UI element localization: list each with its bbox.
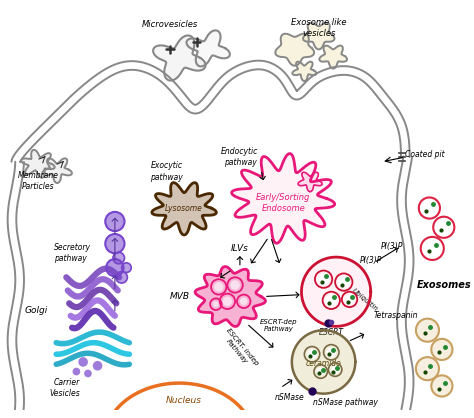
Text: Exocytic
pathway: Exocytic pathway — [150, 161, 183, 181]
Text: ESCRT- indep
Pathway: ESCRT- indep Pathway — [220, 327, 260, 372]
Polygon shape — [292, 330, 356, 394]
Circle shape — [116, 272, 128, 283]
Polygon shape — [21, 150, 55, 178]
Circle shape — [416, 319, 439, 342]
Circle shape — [230, 280, 240, 290]
Circle shape — [223, 296, 232, 306]
Circle shape — [419, 197, 440, 219]
Text: Lysosome: Lysosome — [165, 204, 203, 212]
Circle shape — [122, 263, 131, 273]
Circle shape — [84, 370, 92, 377]
Text: Golgi: Golgi — [24, 306, 47, 316]
Text: MVB: MVB — [170, 292, 190, 301]
Circle shape — [431, 375, 453, 397]
Circle shape — [113, 252, 125, 264]
Circle shape — [421, 237, 444, 260]
Polygon shape — [195, 267, 265, 326]
Circle shape — [433, 217, 455, 238]
Circle shape — [106, 259, 124, 276]
Text: PI(3)P: PI(3)P — [360, 256, 383, 265]
Text: Microvesicles: Microvesicles — [142, 20, 198, 28]
Circle shape — [326, 295, 337, 306]
Text: Membrane
Particles: Membrane Particles — [18, 171, 58, 191]
Circle shape — [105, 234, 125, 253]
Circle shape — [213, 301, 219, 307]
Polygon shape — [275, 34, 314, 66]
Text: nSMase pathway: nSMase pathway — [313, 398, 378, 407]
Circle shape — [78, 357, 88, 367]
Circle shape — [327, 347, 336, 357]
Text: ESCRT-dep
Pathway: ESCRT-dep Pathway — [260, 319, 297, 332]
Polygon shape — [43, 158, 72, 183]
Circle shape — [93, 361, 102, 371]
Text: Secretory
pathway: Secretory pathway — [55, 243, 91, 263]
Polygon shape — [292, 62, 316, 81]
Text: Carrier
Vesicles: Carrier Vesicles — [49, 378, 80, 398]
Polygon shape — [186, 31, 230, 66]
Circle shape — [345, 295, 355, 304]
Polygon shape — [301, 257, 371, 326]
Circle shape — [73, 368, 80, 375]
Polygon shape — [232, 153, 335, 243]
Circle shape — [240, 298, 247, 305]
Text: Early/Sorting
Endosome: Early/Sorting Endosome — [256, 193, 310, 213]
Text: Ubiquitin: Ubiquitin — [350, 287, 379, 312]
Text: Exosome like
vesicles: Exosome like vesicles — [291, 18, 346, 38]
Polygon shape — [303, 23, 335, 49]
Text: Exosomes: Exosomes — [417, 280, 471, 290]
Polygon shape — [153, 36, 206, 81]
Text: nSMase: nSMase — [275, 393, 305, 402]
Circle shape — [331, 366, 339, 373]
Circle shape — [431, 339, 453, 360]
Text: Coated pit: Coated pit — [405, 150, 445, 159]
Text: PI(3)P: PI(3)P — [381, 242, 404, 251]
Circle shape — [105, 212, 125, 231]
Circle shape — [214, 282, 224, 292]
Circle shape — [307, 349, 317, 359]
Polygon shape — [152, 183, 216, 235]
Text: Tetraspanin: Tetraspanin — [374, 311, 418, 320]
Text: Nucleus: Nucleus — [166, 396, 202, 405]
Polygon shape — [319, 46, 347, 69]
Text: ESCRT: ESCRT — [319, 328, 344, 336]
Circle shape — [338, 276, 349, 288]
Text: ILVs: ILVs — [231, 244, 249, 253]
Circle shape — [317, 368, 325, 375]
Text: Endocytic
pathway: Endocytic pathway — [221, 147, 259, 167]
Polygon shape — [298, 172, 322, 192]
Circle shape — [416, 357, 439, 380]
Text: ceramide: ceramide — [306, 359, 341, 368]
Circle shape — [318, 273, 329, 285]
